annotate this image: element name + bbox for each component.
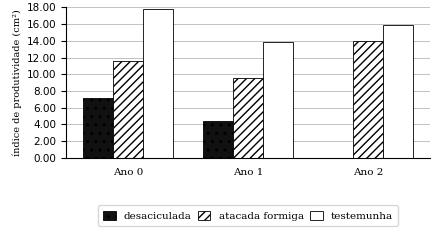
- Legend: desaciculada, atacada formiga, testemunha: desaciculada, atacada formiga, testemunh…: [98, 205, 398, 226]
- Bar: [143, 9, 173, 158]
- Bar: [353, 41, 383, 158]
- Bar: [233, 78, 263, 158]
- Bar: [203, 121, 233, 158]
- Bar: [83, 98, 113, 158]
- Bar: [113, 61, 143, 158]
- Bar: [263, 43, 293, 158]
- Bar: [383, 25, 413, 158]
- Y-axis label: índice de produtividade (cm²): índice de produtividade (cm²): [12, 9, 22, 156]
